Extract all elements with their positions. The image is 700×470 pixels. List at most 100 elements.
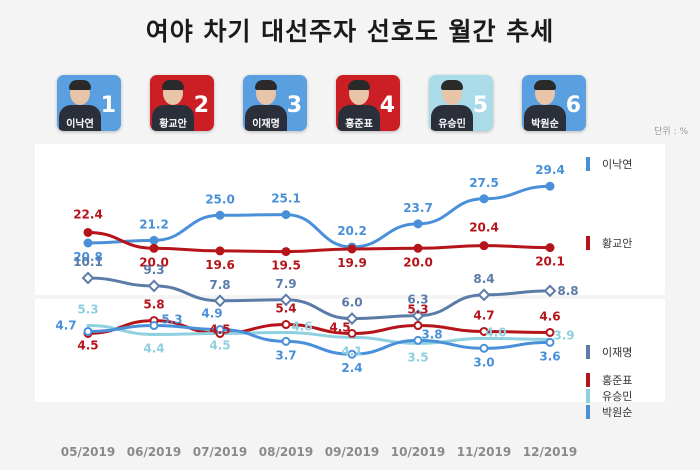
series-line <box>86 319 552 335</box>
legend-label: 박원순 <box>602 406 632 419</box>
data-label: 4.5 <box>209 338 230 352</box>
data-point <box>479 241 489 251</box>
x-tick-label: 07/2019 <box>193 445 247 459</box>
data-label: 7.8 <box>209 278 230 292</box>
portrait-hair <box>69 80 91 90</box>
legend-swatch <box>586 345 590 359</box>
data-label: 5.8 <box>143 298 164 312</box>
candidate-rank: 5 <box>472 93 488 118</box>
data-label: 7.9 <box>275 277 296 291</box>
candidate-name: 이낙연 <box>66 119 94 130</box>
candidate-rank: 2 <box>193 93 209 118</box>
data-point <box>545 181 555 191</box>
data-label: 4.1 <box>341 344 362 358</box>
data-label: 9.3 <box>143 263 164 277</box>
data-point <box>83 326 93 336</box>
data-label: 20.0 <box>403 255 433 269</box>
x-tick-label: 12/2019 <box>523 445 577 459</box>
data-point <box>215 324 225 334</box>
candidate-card: 1 이낙연 <box>57 75 121 131</box>
series-line <box>86 276 552 321</box>
series-line <box>86 324 552 356</box>
data-label: 4.9 <box>201 306 222 320</box>
data-label: 5.3 <box>77 303 98 317</box>
data-point <box>347 244 357 254</box>
data-point <box>347 349 357 359</box>
data-label: 20.0 <box>139 255 169 269</box>
legend-swatch <box>586 373 590 387</box>
data-point <box>149 243 159 253</box>
portrait-body <box>245 105 287 131</box>
portrait-body <box>59 105 101 131</box>
unit-label: 단위 : % <box>654 127 688 137</box>
legend-label: 유승민 <box>602 390 632 403</box>
data-label: 8.4 <box>473 272 494 286</box>
candidate-card: 3 이재명 <box>243 75 307 131</box>
data-label: 20.4 <box>469 221 499 235</box>
data-point <box>87 325 89 327</box>
data-point <box>413 321 423 331</box>
data-point <box>149 235 159 245</box>
data-point <box>545 327 555 337</box>
candidate-card: 6 박원순 <box>522 75 586 131</box>
x-tick-label: 05/2019 <box>61 445 115 459</box>
legend-swatch <box>586 157 590 171</box>
data-point <box>281 210 291 220</box>
data-label: 5.3 <box>407 303 428 317</box>
data-label: 25.1 <box>271 192 301 206</box>
legend-swatch <box>586 236 590 250</box>
data-point <box>479 194 489 204</box>
data-label: 20.8 <box>73 250 103 264</box>
data-point <box>81 271 95 285</box>
data-point <box>281 320 291 330</box>
data-point <box>149 321 159 331</box>
data-point <box>411 309 425 323</box>
x-tick-label: 06/2019 <box>127 445 181 459</box>
data-point <box>479 343 489 353</box>
data-point <box>281 247 291 257</box>
data-point <box>545 337 555 347</box>
data-label: 5.4 <box>275 302 296 316</box>
data-label: 4.7 <box>55 318 76 332</box>
data-label: 8.8 <box>557 284 578 298</box>
candidate-rank: 3 <box>286 93 302 118</box>
data-label: 29.4 <box>535 163 565 177</box>
portrait-body <box>524 105 566 131</box>
data-point <box>83 238 93 248</box>
portrait-hair <box>348 80 370 90</box>
data-label: 3.5 <box>407 350 428 364</box>
series-line <box>86 184 552 249</box>
legend-label: 이낙연 <box>602 158 632 171</box>
data-point <box>413 243 423 253</box>
candidate-name: 박원순 <box>531 119 559 130</box>
data-label: 6.3 <box>407 293 428 307</box>
data-point <box>153 333 155 335</box>
candidate-name: 황교안 <box>159 119 187 130</box>
data-label: 19.6 <box>205 258 235 272</box>
data-label: 3.0 <box>473 355 494 369</box>
page-title: 여야 차기 대선주자 선호도 월간 추세 <box>145 17 555 46</box>
data-label: 4.4 <box>143 341 164 355</box>
data-label: 10.1 <box>73 255 103 269</box>
x-tick-label: 11/2019 <box>457 445 511 459</box>
data-label: 4.5 <box>329 320 350 334</box>
data-point <box>147 279 161 293</box>
data-point <box>351 336 353 338</box>
portrait-hair <box>534 80 556 90</box>
portrait-hair <box>255 80 277 90</box>
candidate-card: 2 황교안 <box>150 75 214 131</box>
data-point <box>213 294 227 308</box>
legend-label: 황교안 <box>602 237 632 250</box>
data-point <box>345 312 359 326</box>
data-label: 3.8 <box>421 327 442 341</box>
series-line <box>86 324 552 345</box>
data-label: 23.7 <box>403 201 433 215</box>
data-label: 22.4 <box>73 207 103 221</box>
data-label: 20.2 <box>337 224 367 238</box>
data-label: 5.3 <box>161 313 182 327</box>
candidate-card: 4 홍준표 <box>336 75 400 131</box>
data-label: 4.5 <box>77 338 98 352</box>
portrait-hair <box>162 80 184 90</box>
candidate-card: 5 유승민 <box>429 75 493 131</box>
